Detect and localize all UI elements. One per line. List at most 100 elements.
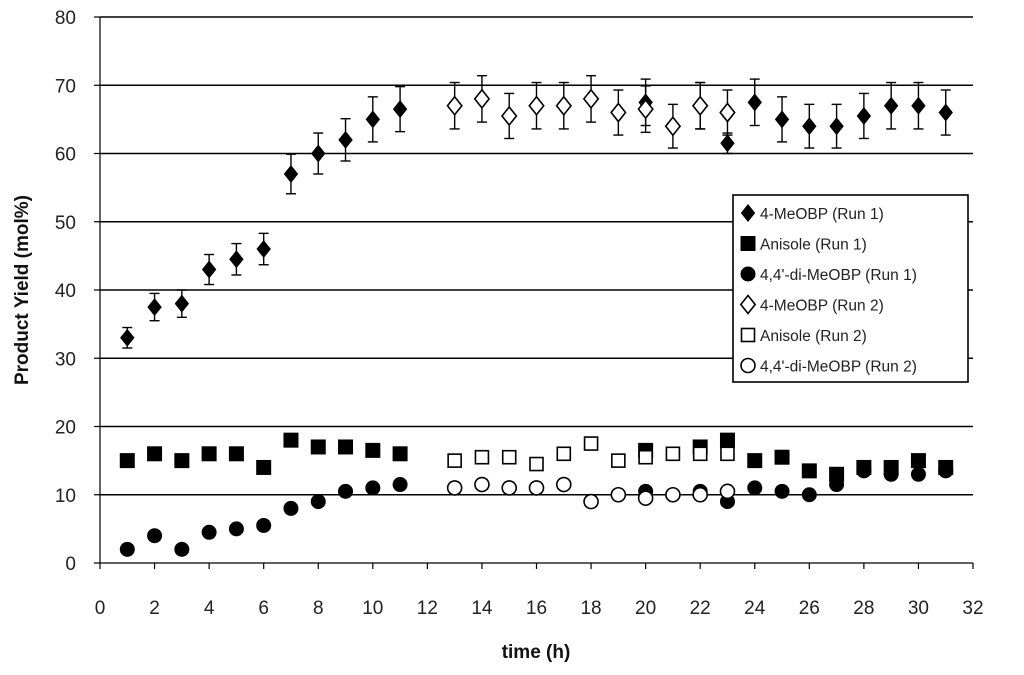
- data-point: [338, 439, 354, 455]
- data-point: [829, 117, 844, 136]
- data-point: [392, 100, 408, 119]
- legend-marker: [739, 294, 757, 315]
- data-point: [501, 480, 518, 496]
- data-point: [365, 480, 381, 496]
- data-point: [583, 493, 599, 510]
- data-point: [256, 240, 271, 259]
- data-point: [474, 449, 490, 465]
- legend-label: Anisole (Run 1): [760, 237, 867, 254]
- x-tick-label: 10: [362, 598, 383, 619]
- data-point: [910, 453, 926, 469]
- x-tick-label: 16: [526, 598, 547, 619]
- data-point: [856, 106, 872, 125]
- data-point: [801, 487, 817, 503]
- legend-marker: [740, 266, 756, 282]
- data-point: [120, 328, 135, 347]
- x-tick-label: 6: [258, 598, 269, 619]
- data-point: [719, 483, 736, 500]
- y-tick-label: 70: [55, 76, 76, 97]
- data-point: [638, 449, 653, 465]
- data-point: [119, 541, 135, 557]
- data-point: [201, 524, 217, 540]
- x-tick-label: 0: [95, 598, 106, 619]
- data-point: [229, 250, 244, 269]
- legend-label: 4-MeOBP (Run 1): [760, 206, 884, 223]
- x-tick-label: 4: [204, 598, 215, 619]
- data-point: [910, 466, 926, 482]
- data-point: [692, 446, 708, 462]
- data-point: [555, 95, 573, 117]
- x-tick-label: 24: [744, 598, 766, 619]
- data-point: [611, 453, 626, 468]
- data-point: [446, 95, 463, 117]
- data-point: [720, 134, 735, 153]
- gridlines: [100, 16, 973, 496]
- legend-item: 4,4'-di-MeOBP (Run 1): [740, 266, 917, 284]
- legend-item: 4,4'-di-MeOBP (Run 2): [740, 357, 917, 376]
- y-tick-label: 10: [55, 486, 76, 507]
- data-point: [174, 294, 190, 313]
- data-point: [692, 486, 708, 503]
- data-point: [664, 115, 682, 137]
- data-point: [446, 480, 463, 496]
- data-point: [556, 446, 572, 462]
- data-point: [528, 95, 545, 117]
- data-point: [447, 453, 462, 468]
- data-point: [610, 486, 627, 503]
- legend-item: Anisole (Run 2): [740, 327, 867, 345]
- x-tick-label: 2: [149, 598, 160, 619]
- data-point: [747, 93, 762, 112]
- y-tick-label: 60: [55, 145, 76, 166]
- data-point: [801, 463, 817, 479]
- data-point: [610, 102, 627, 123]
- data-point: [119, 453, 135, 469]
- data-point: [228, 521, 244, 537]
- x-tick-label: 8: [313, 598, 324, 619]
- legend-marker: [740, 236, 756, 251]
- data-point: [310, 494, 326, 510]
- data-point: [883, 96, 899, 115]
- x-tick-label: 28: [853, 598, 874, 619]
- y-tick-label: 40: [55, 281, 76, 302]
- data-point: [228, 446, 244, 462]
- y-tick-label: 30: [55, 349, 76, 370]
- legend-label: 4-MeOBP (Run 2): [760, 298, 884, 315]
- data-point: [774, 483, 790, 499]
- legend-item: Anisole (Run 1): [740, 236, 867, 254]
- x-tick-label: 12: [417, 598, 438, 619]
- x-tick-label: 18: [580, 598, 601, 619]
- data-point: [691, 95, 709, 117]
- legend-box: [732, 194, 969, 383]
- data-point: [201, 260, 217, 279]
- data-point: [665, 486, 681, 503]
- data-point: [582, 88, 600, 110]
- data-points: [119, 74, 954, 557]
- data-point: [283, 164, 299, 183]
- data-point: [338, 130, 353, 149]
- data-point: [747, 480, 763, 496]
- data-point: [473, 88, 491, 110]
- data-point: [256, 459, 272, 475]
- data-point: [637, 98, 654, 120]
- data-point: [774, 449, 790, 465]
- data-point: [365, 110, 381, 129]
- data-point: [338, 483, 354, 499]
- series-5: [446, 476, 736, 510]
- data-point: [201, 446, 217, 462]
- legend-label: 4,4'-di-MeOBP (Run 1): [760, 267, 917, 284]
- axes: [94, 16, 974, 569]
- data-point: [283, 432, 299, 448]
- data-point: [528, 480, 545, 496]
- data-point: [392, 446, 408, 462]
- x-tick-label: 30: [908, 598, 929, 619]
- data-point: [174, 541, 190, 557]
- data-point: [883, 466, 899, 482]
- y-tick-label: 0: [65, 554, 76, 575]
- data-point: [555, 476, 572, 493]
- data-point: [720, 446, 735, 462]
- x-tick-label: 22: [690, 598, 711, 619]
- data-point: [529, 456, 544, 472]
- data-point: [392, 477, 408, 493]
